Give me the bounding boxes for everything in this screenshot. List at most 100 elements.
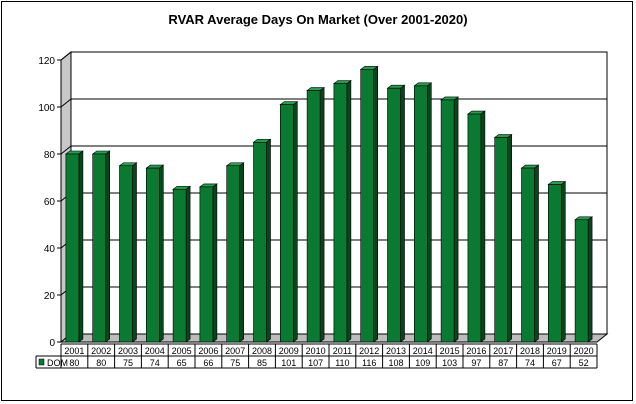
bar-side	[507, 133, 513, 343]
category-label: 2001	[64, 346, 84, 356]
category-label: 2016	[466, 346, 486, 356]
bar-side	[346, 79, 352, 343]
data-value-label: 109	[415, 358, 430, 368]
data-value-label: 108	[388, 358, 403, 368]
y-tick-label: 0	[49, 338, 55, 349]
bar-side	[132, 162, 137, 343]
category-label: 2019	[547, 346, 567, 356]
data-table: DOM 2001 80 2002 80 2003 75 2004 74 2005 65 2006 66 2…	[35, 343, 598, 369]
bar-side	[212, 183, 218, 343]
data-value-label: 116	[362, 358, 376, 368]
data-value-label: 80	[96, 358, 106, 368]
category-label: 2010	[306, 346, 326, 356]
data-value-label: 101	[281, 358, 296, 368]
data-value-label: 97	[471, 358, 481, 368]
y-axis: 0 20 40 60 80 100 120	[38, 56, 62, 349]
bar-front	[574, 219, 589, 343]
category-label: 2012	[359, 346, 379, 356]
bar-2002	[91, 150, 111, 343]
y-tick-label: 80	[44, 150, 56, 161]
bar-front	[146, 167, 160, 343]
bar-side	[480, 110, 486, 343]
bar-2007	[225, 162, 245, 343]
data-value-label: 80	[69, 358, 79, 368]
category-label: 2013	[386, 346, 406, 356]
data-value-label: 75	[230, 358, 240, 368]
bar-front	[547, 184, 562, 343]
bar-front	[199, 186, 214, 343]
bars	[65, 65, 593, 343]
bar-front	[494, 137, 509, 343]
bar-front	[92, 153, 106, 343]
category-label: 2007	[225, 346, 245, 356]
category-label: 2014	[413, 346, 433, 356]
category-label: 2002	[91, 346, 111, 356]
category-label: 2006	[198, 346, 218, 356]
bar-side	[373, 65, 379, 343]
bar-side	[159, 164, 164, 343]
bar-front	[521, 167, 535, 343]
bar-front	[387, 87, 401, 343]
y-tick-label: 20	[44, 291, 56, 302]
y-tick-label: 60	[44, 197, 56, 208]
series-name: DOM	[47, 358, 68, 368]
bar-side	[266, 138, 271, 343]
data-value-label: 85	[257, 358, 267, 368]
y-tick-label: 120	[38, 56, 55, 67]
bar-side	[560, 180, 566, 343]
data-value-label: 67	[552, 358, 562, 368]
bar-2011	[332, 79, 352, 343]
chart-title: RVAR Average Days On Market (Over 2001-2…	[168, 12, 468, 27]
gridline	[60, 51, 607, 61]
category-label: 2009	[279, 346, 299, 356]
bar-2020	[574, 216, 593, 343]
bar-front	[467, 113, 482, 343]
bar-side	[319, 86, 325, 343]
bar-front	[306, 90, 321, 343]
category-label: 2018	[520, 346, 540, 356]
bar-front	[440, 99, 455, 343]
bar-2013	[386, 84, 406, 343]
bar-2017	[493, 133, 513, 343]
bar-2004	[145, 164, 165, 343]
bar-2009	[279, 101, 299, 343]
bar-2005	[172, 185, 192, 343]
bar-front	[413, 85, 428, 343]
bar-2012	[359, 65, 379, 343]
data-value-label: 65	[177, 358, 187, 368]
bar-side	[78, 150, 84, 343]
y-tick-label: 100	[38, 103, 55, 114]
data-value-label: 110	[335, 358, 349, 368]
data-value-label: 52	[579, 358, 589, 368]
bar-side	[534, 164, 539, 343]
bar-side	[185, 185, 191, 343]
bar-2008	[252, 138, 272, 343]
category-label: 2017	[493, 346, 513, 356]
bar-front	[65, 153, 80, 343]
legend-swatch	[38, 358, 45, 366]
data-value-label: 66	[203, 358, 213, 368]
bar-2016	[466, 110, 486, 343]
data-value-label: 107	[308, 358, 323, 368]
bar-side	[587, 216, 593, 343]
bar-2003	[118, 162, 138, 343]
bar-front	[360, 69, 375, 343]
bar-2001	[65, 150, 84, 343]
category-label: 2008	[252, 346, 272, 356]
bar-2010	[306, 86, 326, 343]
bar-2015	[440, 96, 460, 343]
bar-front	[226, 165, 240, 343]
category-label: 2015	[440, 346, 460, 356]
bar-side	[105, 150, 110, 343]
category-label: 2003	[118, 346, 138, 356]
data-value-label: 75	[123, 358, 133, 368]
bar-2006	[198, 183, 218, 343]
category-label: 2004	[145, 346, 165, 356]
category-label: 2011	[333, 346, 352, 356]
bar-front	[119, 165, 133, 343]
bar-front	[279, 104, 294, 343]
bar-side	[292, 101, 298, 343]
category-label: 2005	[172, 346, 192, 356]
bar-side	[239, 162, 244, 343]
bar-side	[453, 96, 459, 343]
